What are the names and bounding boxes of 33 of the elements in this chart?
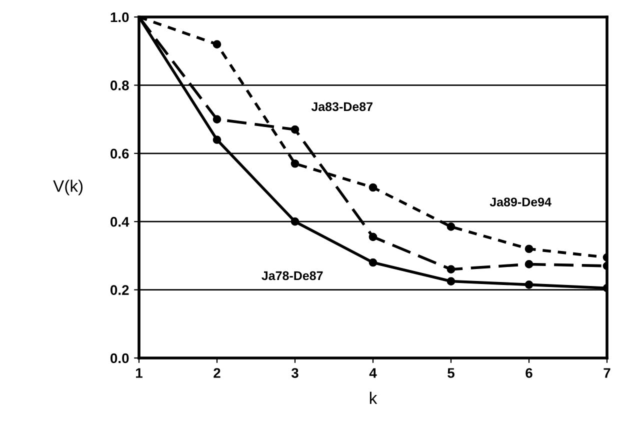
point	[290, 159, 300, 168]
point	[524, 280, 534, 289]
x-axis-title: k	[370, 392, 378, 404]
point	[524, 260, 534, 268]
y-tick-label: 0.4	[110, 216, 130, 227]
y-tick-label: 0.2	[110, 285, 129, 295]
point	[212, 40, 222, 48]
y-axis-title: V(k)	[53, 180, 83, 196]
series-label: Ja83-De87	[311, 102, 372, 112]
x-tick-label: 2	[214, 368, 220, 378]
x-tick-label: 3	[291, 368, 298, 378]
point	[446, 222, 456, 231]
y-tick-label: 0.0	[110, 353, 129, 364]
point	[446, 265, 456, 274]
text: Ja89-De94	[490, 198, 552, 206]
point	[368, 232, 378, 242]
y-tick-label: 0.6	[110, 148, 129, 159]
text: Ja78-De87	[262, 271, 323, 280]
point	[290, 217, 300, 226]
point	[290, 125, 300, 134]
y-tick-label: 1.0	[110, 12, 129, 22]
x-tick-label: 7	[604, 368, 610, 378]
point	[368, 183, 378, 192]
x-tick-label: 5	[448, 368, 454, 378]
point	[446, 277, 456, 286]
x-tick-label: 1	[136, 368, 142, 378]
point	[368, 258, 378, 267]
x-tick-label: 4	[369, 368, 377, 378]
x-tick-label: 6	[526, 368, 532, 378]
y-tick-label: 0.8	[110, 80, 129, 90]
point	[212, 136, 222, 144]
point	[212, 115, 222, 124]
point	[524, 244, 534, 254]
